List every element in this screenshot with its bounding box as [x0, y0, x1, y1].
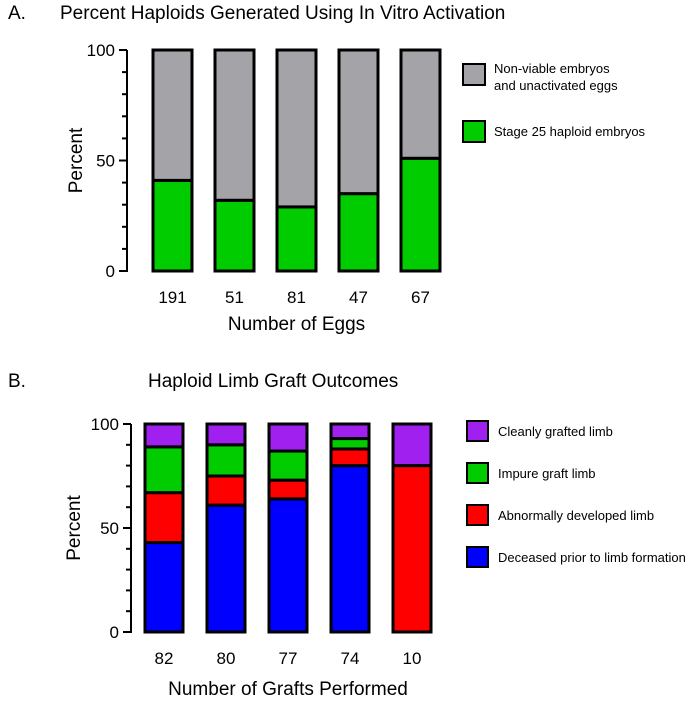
chart-a-y-tick-label: 0 — [106, 262, 115, 281]
chart-b-bar-80-series-1 — [205, 474, 247, 507]
chart-b-bar-74-series-2 — [329, 437, 371, 451]
chart-a-bar-67-series-1 — [399, 48, 442, 160]
chart-b-legend-label: Abnormally developed limb — [498, 508, 654, 523]
chart-b-legend-label: Deceased prior to limb formation — [498, 550, 686, 565]
chart-b-bar-82-series-2 — [143, 445, 185, 495]
chart-b-x-tick-label: 82 — [155, 649, 174, 668]
chart-a-x-tick-label: 191 — [158, 288, 186, 307]
chart-a-legend-label: Stage 25 haploid embryos — [494, 124, 646, 139]
chart-b-bar-77-series-0 — [267, 497, 309, 634]
chart-a-bar-67-series-0 — [399, 156, 442, 273]
chart-b-legend-swatch — [466, 420, 489, 442]
chart-b-x-tick-label: 77 — [279, 649, 298, 668]
chart-b-x-tick-label: 10 — [403, 649, 422, 668]
chart-b-bar-10-series-3 — [391, 422, 433, 468]
chart-a-y-tick-label: 50 — [96, 152, 115, 171]
chart-b-bar-74-series-1 — [329, 447, 371, 468]
chart-b-y-tick-label: 100 — [91, 415, 119, 434]
chart-b-bar-77-series-2 — [267, 449, 309, 482]
chart-b-bar-80-series-0 — [205, 503, 247, 634]
chart-b-bar-74-series-0 — [329, 464, 371, 634]
chart-a-bar-51-series-1 — [213, 48, 256, 202]
chart-b-y-tick-label: 50 — [100, 519, 119, 538]
chart-a-legend-swatch — [462, 120, 486, 143]
panel-b-label: B. — [8, 371, 26, 392]
panel-a-label: A. — [8, 3, 26, 24]
chart-a-x-tick-label: 81 — [287, 288, 306, 307]
chart-a-bar-47-series-0 — [337, 192, 380, 273]
panel-a-title: Percent Haploids Generated Using In Vitr… — [60, 3, 506, 24]
chart-a-y-axis-label: Percent — [66, 127, 87, 193]
chart-b-legend-swatch — [466, 462, 489, 484]
chart-b-bar-10-series-1 — [391, 464, 433, 634]
chart-a-bar-81-series-1 — [275, 48, 318, 209]
chart-a-x-tick-label: 47 — [349, 288, 368, 307]
chart-b-bar-77-series-1 — [267, 478, 309, 501]
chart-a-bar-51-series-0 — [213, 198, 256, 273]
chart-b-legend-label: Impure graft limb — [498, 466, 596, 481]
chart-b-y-axis-label: Percent — [64, 495, 85, 561]
chart-a-x-tick-label: 51 — [225, 288, 244, 307]
chart-b-bar-82-series-3 — [143, 422, 185, 449]
panel-b-title: Haploid Limb Graft Outcomes — [148, 371, 399, 392]
chart-a-legend-label: Non-viable embryos and unactivated eggs — [494, 61, 618, 93]
chart-b-bar-82-series-1 — [143, 491, 185, 545]
chart-b-legend-swatch — [466, 504, 489, 526]
chart-b-bar-82-series-0 — [143, 541, 185, 634]
chart-b-bar-80-series-3 — [205, 422, 247, 447]
chart-b-bar-80-series-2 — [205, 443, 247, 478]
chart-a-bar-191-series-0 — [151, 178, 194, 273]
chart-b-bar-74-series-3 — [329, 422, 371, 441]
chart-b-x-tick-label: 80 — [217, 649, 236, 668]
chart-b-legend-swatch — [466, 546, 489, 568]
chart-b-x-tick-label: 74 — [341, 649, 360, 668]
chart-a-bar-191-series-1 — [151, 48, 194, 182]
chart-b-x-axis-label: Number of Grafts Performed — [168, 679, 408, 700]
chart-a-x-axis-label: Number of Eggs — [228, 314, 365, 335]
chart-a-bar-47-series-1 — [337, 48, 380, 196]
chart-b-legend-label: Cleanly grafted limb — [498, 424, 613, 439]
chart-a-x-tick-label: 67 — [411, 288, 430, 307]
chart-a-bar-81-series-0 — [275, 205, 318, 273]
chart-b-y-tick-label: 0 — [110, 623, 119, 642]
chart-a-legend-swatch — [462, 63, 486, 86]
chart-a-y-tick-label: 100 — [87, 41, 115, 60]
chart-b-bar-77-series-3 — [267, 422, 309, 453]
